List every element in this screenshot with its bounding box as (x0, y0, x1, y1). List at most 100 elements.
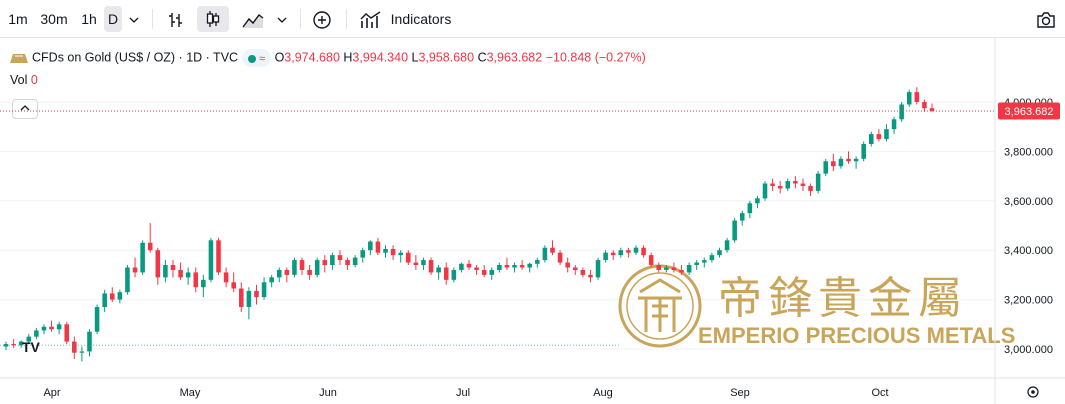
candle[interactable] (542, 245, 548, 263)
candle[interactable] (557, 250, 563, 266)
candle[interactable] (519, 260, 525, 270)
candle[interactable] (11, 339, 16, 348)
candle[interactable] (914, 87, 920, 105)
candle[interactable] (724, 237, 730, 253)
candle[interactable] (352, 255, 358, 268)
candle[interactable] (648, 252, 654, 268)
candle[interactable] (390, 245, 396, 261)
candle[interactable] (451, 267, 457, 283)
candle[interactable] (261, 277, 267, 300)
chevron-down-icon[interactable] (124, 0, 144, 38)
candle[interactable] (535, 257, 540, 268)
candle[interactable] (565, 257, 570, 273)
indicators-button[interactable]: Indicators (390, 11, 452, 27)
candle[interactable] (163, 260, 168, 283)
candle[interactable] (489, 267, 495, 280)
candle[interactable] (466, 260, 472, 270)
candle[interactable] (406, 250, 411, 266)
candle[interactable] (527, 262, 532, 273)
candle[interactable] (360, 247, 366, 263)
candle[interactable] (398, 250, 403, 263)
candle[interactable] (823, 158, 829, 177)
candle[interactable] (853, 156, 859, 169)
candle[interactable] (223, 267, 229, 288)
candle[interactable] (793, 176, 798, 189)
candle[interactable] (747, 200, 753, 219)
candle[interactable] (815, 171, 821, 194)
candle[interactable] (72, 336, 77, 359)
candle[interactable] (671, 262, 677, 273)
candle[interactable] (87, 329, 92, 357)
candle[interactable] (307, 265, 312, 280)
candle[interactable] (512, 262, 517, 273)
candle[interactable] (755, 195, 760, 209)
candle[interactable] (603, 250, 608, 263)
candle[interactable] (891, 116, 897, 135)
candle[interactable] (284, 267, 290, 283)
candle[interactable] (56, 321, 62, 335)
candle[interactable] (808, 183, 813, 196)
add-compare-icon[interactable] (309, 0, 335, 38)
candle[interactable] (383, 245, 388, 258)
candle[interactable] (117, 289, 123, 304)
candle[interactable] (337, 250, 343, 266)
area-chart-icon[interactable] (238, 0, 268, 38)
interval-1h[interactable]: 1h (81, 11, 97, 27)
candle[interactable] (147, 223, 153, 253)
candle[interactable] (49, 320, 54, 332)
chevron-down-icon[interactable] (272, 0, 292, 38)
candle[interactable] (254, 284, 259, 305)
candle[interactable] (633, 245, 639, 256)
candle[interactable] (641, 245, 646, 258)
candle[interactable] (18, 340, 24, 348)
candle[interactable] (686, 262, 692, 275)
candle[interactable] (26, 334, 32, 345)
settings-icon[interactable] (1027, 386, 1039, 398)
candle[interactable] (155, 247, 161, 285)
candle[interactable] (239, 282, 244, 312)
candle[interactable] (929, 103, 935, 113)
candle[interactable] (185, 267, 191, 285)
candle[interactable] (504, 257, 510, 270)
candle[interactable] (276, 267, 282, 283)
candle[interactable] (178, 262, 183, 280)
candle[interactable] (550, 240, 555, 256)
candle[interactable] (732, 218, 737, 243)
candlestick-icon[interactable] (197, 6, 229, 32)
candle[interactable] (831, 153, 836, 172)
candle[interactable] (201, 274, 206, 298)
camera-icon[interactable] (1032, 0, 1060, 38)
candle[interactable] (170, 260, 176, 278)
candle[interactable] (922, 99, 927, 112)
candle[interactable] (626, 247, 631, 258)
candle[interactable] (846, 151, 851, 164)
candle[interactable] (125, 265, 130, 295)
candle[interactable] (375, 237, 381, 256)
candle[interactable] (193, 267, 199, 293)
candle[interactable] (777, 181, 783, 194)
candle[interactable] (481, 265, 487, 278)
candle[interactable] (345, 257, 350, 270)
candle[interactable] (292, 257, 297, 278)
candle[interactable] (368, 240, 373, 256)
candle[interactable] (588, 269, 593, 283)
candle[interactable] (102, 289, 107, 312)
candle[interactable] (702, 257, 707, 268)
candle[interactable] (443, 262, 449, 285)
candle[interactable] (664, 265, 669, 273)
candle[interactable] (580, 267, 586, 278)
candle[interactable] (838, 156, 844, 169)
candle[interactable] (231, 272, 236, 293)
candle[interactable] (884, 124, 889, 142)
candle[interactable] (610, 250, 616, 261)
candle[interactable] (132, 257, 138, 278)
candle[interactable] (861, 141, 866, 162)
candle[interactable] (618, 247, 624, 258)
interval-30m[interactable]: 30m (40, 11, 68, 27)
candle[interactable] (208, 237, 214, 283)
candle[interactable] (299, 257, 305, 275)
candle[interactable] (474, 265, 479, 275)
candle[interactable] (709, 252, 715, 263)
candle[interactable] (140, 240, 145, 275)
candle[interactable] (869, 131, 874, 147)
